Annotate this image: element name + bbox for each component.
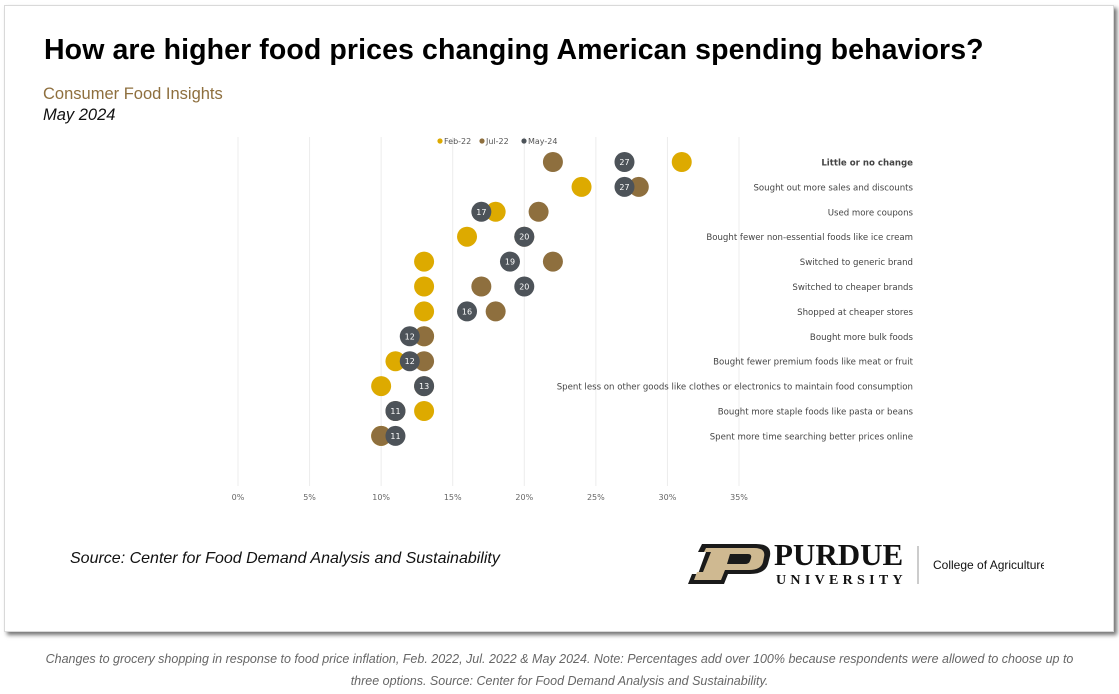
- data-point-jul-22: [414, 351, 435, 372]
- x-tick-label: 0%: [232, 493, 245, 502]
- data-point-jul-22: [542, 251, 563, 272]
- data-label: 17: [476, 208, 486, 217]
- x-tick-label: 15%: [444, 493, 462, 502]
- logo-college: College of Agriculture: [933, 558, 1044, 572]
- data-label: 11: [390, 407, 400, 416]
- data-point-jul-22: [414, 326, 435, 347]
- category-labels: Little or no change Sought out more sales…: [557, 159, 914, 443]
- chart-subtitle: Consumer Food Insights: [43, 85, 223, 103]
- legend-marker: [479, 138, 485, 144]
- data-point-feb-22: [414, 401, 435, 421]
- purdue-p-icon: [688, 544, 771, 584]
- category-label: Bought fewer non-essential foods like ic…: [706, 233, 913, 243]
- data-point-may-24: [385, 425, 406, 446]
- category-label: Spent less on other goods like clothes o…: [557, 383, 913, 393]
- data-point-jul-22: [628, 176, 649, 197]
- category-label: Used more coupons: [828, 208, 914, 218]
- figure-caption: Changes to grocery shopping in response …: [0, 648, 1119, 692]
- data-point-jul-22: [542, 152, 563, 172]
- caption-line-1: Changes to grocery shopping in response …: [45, 652, 1074, 666]
- data-point-may-24: [499, 251, 520, 272]
- data-point-feb-22: [371, 376, 392, 397]
- data-point-may-24: [457, 301, 478, 322]
- data-label: 20: [519, 283, 529, 292]
- data-label: 27: [619, 183, 629, 192]
- category-label: Little or no change: [821, 159, 913, 169]
- data-point-may-24: [514, 276, 535, 297]
- data-point-feb-22: [385, 351, 406, 372]
- infographic-card: [4, 5, 1114, 632]
- purdue-logo: PURDUE UNIVERSITY College of Agriculture: [688, 538, 1044, 588]
- category-label: Sought out more sales and discounts: [753, 183, 913, 193]
- data-point-jul-22: [528, 201, 549, 222]
- data-label: 20: [519, 233, 529, 242]
- x-tick-label: 25%: [587, 493, 605, 502]
- data-point-feb-22: [671, 152, 692, 172]
- category-label: Bought more bulk foods: [810, 333, 914, 343]
- x-tick-label: 5%: [303, 493, 316, 502]
- source-note: Source: Center for Food Demand Analysis …: [70, 550, 500, 567]
- legend-marker: [521, 138, 527, 144]
- legend: Feb-22 Jul-22 May-24: [437, 137, 557, 146]
- x-axis-ticks: 0% 5% 10% 15% 20% 25% 30% 35%: [232, 493, 749, 502]
- data-point-feb-22: [571, 176, 592, 197]
- category-label: Bought more staple foods like pasta or b…: [718, 408, 914, 418]
- caption-line-2: three options. Source: Center for Food D…: [350, 674, 769, 688]
- legend-marker: [437, 138, 443, 144]
- legend-label: Feb-22: [444, 137, 471, 146]
- data-point-may-24: [399, 326, 420, 347]
- data-point-jul-22: [471, 276, 492, 297]
- data-label: 12: [405, 357, 415, 366]
- category-label: Switched to generic brand: [800, 258, 913, 268]
- data-point-may-24: [385, 401, 406, 421]
- legend-label: Jul-22: [485, 137, 509, 146]
- category-label: Shopped at cheaper stores: [797, 308, 913, 318]
- data-point-feb-22: [485, 201, 506, 222]
- data-point-feb-22: [457, 226, 478, 247]
- category-label: Switched to cheaper brands: [792, 283, 913, 293]
- data-label: 27: [619, 158, 629, 167]
- dot-plot-chart: 0% 5% 10% 15% 20% 25% 30% 35% Feb-22 Jul-22 May-2…: [232, 137, 914, 502]
- data-point-may-24: [414, 376, 435, 397]
- x-tick-label: 10%: [372, 493, 390, 502]
- data-point-jul-22: [371, 425, 392, 446]
- data-point-feb-22: [414, 276, 435, 297]
- data-label: 16: [462, 307, 472, 316]
- category-label: Spent more time searching better prices …: [710, 432, 913, 442]
- chart-title: How are higher food prices changing Amer…: [44, 34, 984, 66]
- x-tick-label: 20%: [515, 493, 533, 502]
- data-label: 11: [390, 432, 400, 441]
- x-tick-label: 30%: [659, 493, 677, 502]
- data-points: 27 27 17 20 19 20 16 12 12 13 11 11: [371, 152, 692, 446]
- category-label: Bought fewer premium foods like meat or …: [713, 358, 914, 368]
- data-label: 12: [405, 332, 415, 341]
- x-tick-label: 35%: [730, 493, 748, 502]
- data-point-may-24: [514, 226, 535, 247]
- data-point-may-24: [614, 176, 635, 197]
- data-point-jul-22: [485, 301, 506, 322]
- data-point-may-24: [471, 201, 492, 222]
- data-label: 19: [505, 258, 515, 267]
- data-point-may-24: [614, 152, 635, 172]
- legend-label: May-24: [528, 137, 557, 146]
- data-label: 13: [419, 382, 429, 391]
- data-point-may-24: [399, 351, 420, 372]
- logo-subtext: UNIVERSITY: [776, 573, 907, 588]
- chart-date: May 2024: [43, 106, 116, 124]
- logo-wordmark: PURDUE: [774, 538, 903, 572]
- data-point-feb-22: [414, 301, 435, 322]
- data-point-feb-22: [414, 251, 435, 272]
